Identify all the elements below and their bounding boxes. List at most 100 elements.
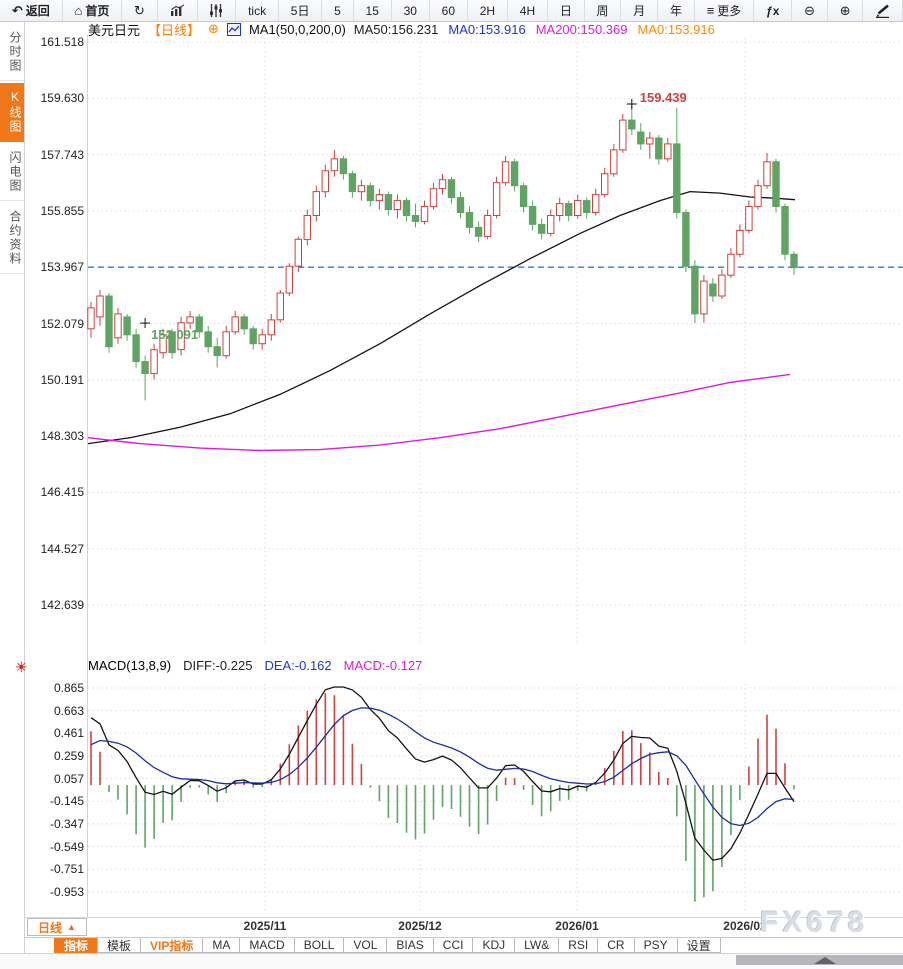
date-label: 2026/02 — [723, 919, 767, 933]
toolbar-button-indicator-sliders[interactable] — [198, 0, 237, 21]
tab-BOLL[interactable]: BOLL — [293, 938, 345, 953]
toolbar-button-chart-columns[interactable] — [158, 0, 198, 21]
tab-CCI[interactable]: CCI — [432, 938, 474, 953]
ma-value: MA0:153.916 — [637, 21, 715, 37]
dropdown-arrow-icon: ▲ — [67, 922, 76, 932]
price-axis-label: 159.630 — [40, 91, 84, 106]
refresh-icon: ↻ — [134, 3, 145, 18]
svg-text:152.091: 152.091 — [151, 327, 198, 342]
chart-header: 美元日元 【日线】 ⊕ MA1(50,0,200,0) MA50:156.231… — [88, 21, 715, 38]
toolbar-button-label: 月 — [633, 4, 646, 18]
main-toolbar: ↶ 返回 ⌂ 首页 ↻ tick 5日 5 15 30 60 2H 4H 日周月年 ≡ 更多 ƒx ⊖ ⊕ — [0, 0, 903, 22]
chart-columns-icon — [170, 4, 185, 17]
macd-axis-label: -0.953 — [49, 884, 84, 899]
tab-RSI[interactable]: RSI — [558, 938, 599, 953]
bottom-scrollbar-thumb[interactable] — [736, 955, 903, 965]
watermark: FX678 — [760, 906, 869, 939]
toolbar-button-period-year[interactable]: 年 — [658, 0, 695, 21]
toolbar-button-more[interactable]: ≡ 更多 — [695, 0, 755, 21]
tab-设置[interactable]: 设置 — [676, 938, 721, 953]
symbol-title: 美元日元 — [88, 22, 141, 38]
macd-title[interactable]: MACD(13,8,9) — [88, 658, 172, 673]
macd-axis-label: -0.347 — [49, 816, 84, 831]
toolbar-button-draw[interactable] — [863, 0, 903, 21]
tab-指标[interactable]: 指标 — [54, 938, 99, 953]
toolbar-button-period-15m[interactable]: 15 — [354, 0, 392, 21]
toolbar-button-label: 60 — [441, 3, 456, 18]
toolbar-button-home[interactable]: ⌂ 首页 — [63, 0, 123, 21]
svg-text:159.439: 159.439 — [640, 90, 687, 105]
sidebar-item-contract-info[interactable]: 合约资料 — [0, 203, 24, 274]
price-axis-label: 153.967 — [40, 260, 84, 275]
ma-settings-label[interactable]: MA1(50,0,200,0) — [248, 21, 346, 37]
sidebar-item-kline-chart[interactable]: K线图 — [0, 83, 24, 142]
indicator-tab-bar: 指标 模板 VIP指标 MA MACD BOLL VOL BIAS CCI KDJ LW& RSI CR… — [25, 937, 903, 953]
toolbar-button-period-month[interactable]: 月 — [621, 0, 659, 21]
macd-header: MACD(13,8,9) DIFF:-0.225 DEA:-0.162 MACD:-… — [88, 658, 422, 673]
tab-LW&[interactable]: LW& — [514, 938, 560, 953]
sidebar-item-time-chart[interactable]: 分时图 — [0, 24, 24, 81]
macd-settings-icon[interactable]: ☀ — [15, 659, 28, 675]
tab-MA[interactable]: MA — [202, 938, 241, 953]
toolbar-button-period-5d[interactable]: 5日 — [279, 0, 323, 21]
ma-value: MA50:156.231 — [353, 21, 439, 37]
toolbar-button-period-week[interactable]: 周 — [585, 0, 622, 21]
macd-value: MACD:-0.127 — [343, 658, 423, 673]
toolbar-button-period-4h[interactable]: 4H — [508, 0, 548, 21]
toolbar-button-label: 5日 — [290, 4, 310, 18]
toolbar-button-label: 返回 — [25, 4, 50, 18]
tab-BIAS[interactable]: BIAS — [386, 938, 434, 953]
macd-value: DIFF:-0.225 — [183, 658, 253, 673]
toolbar-button-period-2h[interactable]: 2H — [468, 0, 508, 21]
zoom-in-icon: ⊕ — [839, 3, 851, 18]
sidebar-item-lightning-chart[interactable]: 闪电图 — [0, 144, 24, 201]
tab-VIP指标[interactable]: VIP指标 — [140, 938, 204, 953]
period-selector-dropdown[interactable]: 日线 ▲ — [27, 918, 87, 936]
toolbar-button-label: 日 — [559, 4, 572, 18]
toolbar-button-period-day[interactable]: 日 — [548, 0, 585, 21]
price-axis-label: 146.415 — [40, 485, 84, 500]
toolbar-button-back[interactable]: ↶ 返回 — [0, 0, 63, 21]
macd-axis-label: 0.865 — [53, 681, 84, 695]
ma-value: MA200:150.369 — [535, 21, 628, 37]
more-icon: ≡ — [706, 3, 715, 18]
add-indicator-icon[interactable]: ⊕ — [208, 21, 219, 36]
zoom-out-icon: ⊖ — [804, 3, 815, 18]
ma-values: MA50:156.231 MA0:153.916 MA200:150.369 MA0:… — [354, 22, 715, 37]
tab-MACD[interactable]: MACD — [239, 938, 295, 953]
back-icon: ↶ — [11, 3, 23, 18]
price-axis-label: 142.639 — [40, 598, 84, 612]
toolbar-button-period-30m[interactable]: 30 — [392, 0, 430, 21]
toolbar-button-zoom-out[interactable]: ⊖ — [792, 0, 828, 21]
toolbar-button-label: 首页 — [85, 4, 110, 18]
tab-PSY[interactable]: PSY — [633, 938, 678, 953]
toolbar-button-label: 周 — [596, 4, 609, 18]
toolbar-button-refresh[interactable]: ↻ — [122, 0, 158, 21]
price-axis-label: 150.191 — [40, 372, 84, 387]
toolbar-button-period-60m[interactable]: 60 — [430, 0, 468, 21]
price-axis-label: 144.527 — [40, 541, 84, 556]
price-axis-label: 161.518 — [40, 35, 84, 49]
tab-CR[interactable]: CR — [597, 938, 635, 953]
tab-KDJ[interactable]: KDJ — [472, 938, 516, 953]
macd-axis-label: -0.145 — [49, 794, 84, 809]
toolbar-button-period-5m[interactable]: 5 — [322, 0, 354, 21]
period-label: 【日线】 — [148, 22, 201, 38]
ma-value: MA0:153.916 — [448, 21, 526, 37]
bottom-scrollbar-track — [0, 953, 903, 969]
toolbar-button-tick[interactable]: tick — [236, 0, 279, 21]
toolbar-button-formula[interactable]: ƒx — [754, 0, 793, 21]
macd-values: DIFF:-0.225 DEA:-0.162 MACD:-0.127 — [183, 658, 422, 673]
price-axis-label: 148.303 — [40, 429, 84, 444]
macd-axis-label: 0.461 — [53, 726, 84, 741]
toolbar-button-zoom-in[interactable]: ⊕ — [828, 0, 864, 21]
toolbar-button-label: ƒx — [766, 3, 780, 18]
tab-VOL[interactable]: VOL — [343, 938, 388, 953]
toolbar-button-label: 4H — [519, 3, 536, 18]
tab-模板[interactable]: 模板 — [97, 938, 142, 953]
price-axis-label: 155.855 — [40, 203, 84, 218]
toolbar-button-label: 2H — [479, 3, 496, 18]
indicator-sliders-icon — [209, 4, 223, 17]
